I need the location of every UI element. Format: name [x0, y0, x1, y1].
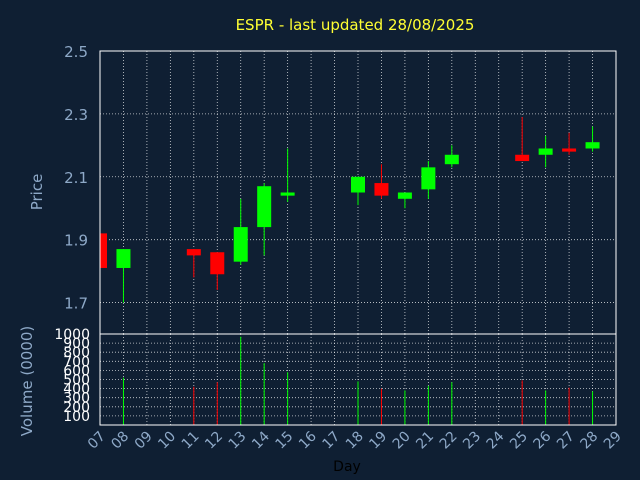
candle-body	[374, 183, 389, 196]
price-tick-label: 2.5	[64, 43, 88, 61]
candle-body	[421, 167, 436, 190]
price-tick-label: 2.3	[64, 106, 88, 124]
candle-body	[562, 148, 577, 152]
volume-tick-label: 900	[63, 336, 90, 352]
price-tick-label: 1.9	[64, 232, 88, 250]
candle-body	[351, 176, 365, 193]
price-axis-label: Price	[28, 174, 46, 211]
volume-tick-label: 400	[63, 382, 90, 398]
candle-body	[444, 154, 459, 165]
x-axis-label: Day	[333, 459, 361, 475]
volume-tick-label: 800	[63, 345, 90, 361]
volume-tick-label: 100	[63, 409, 90, 425]
price-tick-label: 2.1	[64, 169, 88, 187]
volume-tick-label: 500	[63, 373, 90, 389]
candle-body	[186, 249, 201, 256]
candle-body	[538, 148, 553, 155]
candle-body	[257, 186, 272, 228]
candle-body	[116, 249, 131, 268]
volume-tick-label: 200	[63, 400, 90, 416]
price-tick-label: 1.7	[64, 295, 88, 313]
volume-tick-label: 700	[63, 354, 90, 370]
volume-axis-label: Volume (0000)	[18, 326, 36, 436]
candle-body	[397, 192, 412, 199]
candle-body	[100, 233, 107, 268]
volume-tick-label: 1000	[54, 327, 90, 343]
plot-frames	[99, 50, 617, 426]
candle-body	[280, 192, 295, 196]
candle-body	[210, 252, 225, 275]
volume-tick-label: 300	[63, 391, 90, 407]
candle-body	[585, 142, 600, 149]
chart-title: ESPR - last updated 28/08/2025	[236, 16, 475, 34]
candle-body	[233, 227, 248, 262]
volume-bars-layer	[122, 336, 594, 425]
volume-tick-label: 600	[63, 363, 90, 379]
volume-frame	[99, 333, 617, 426]
candle-body	[515, 154, 530, 162]
